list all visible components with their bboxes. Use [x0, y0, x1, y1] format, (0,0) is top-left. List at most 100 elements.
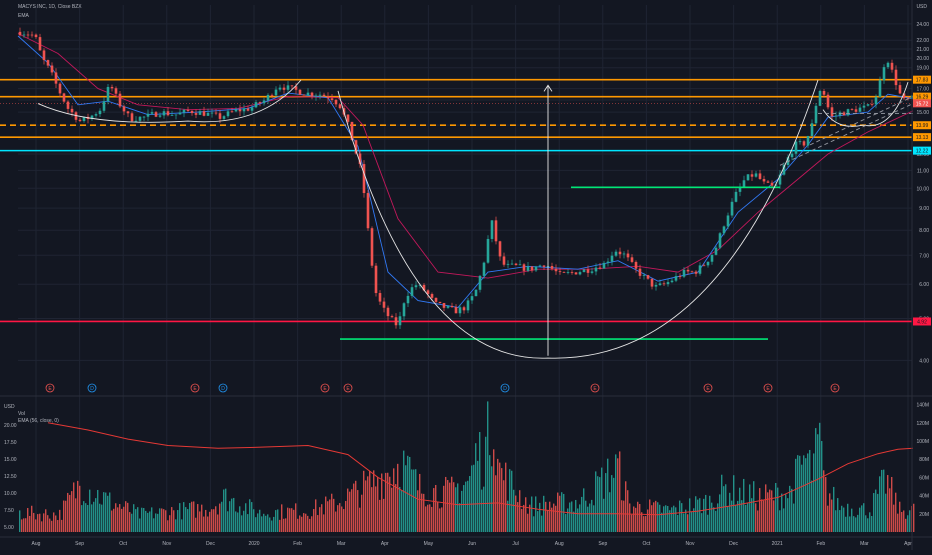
volume-bar — [427, 504, 429, 532]
volume-bar — [709, 495, 711, 532]
volume-bar — [305, 513, 307, 532]
volume-bar — [513, 489, 515, 532]
volume-bar — [473, 464, 475, 532]
volume-bar — [373, 470, 375, 532]
volume-bar — [363, 470, 365, 532]
volume-left-unit: USD — [4, 404, 15, 410]
volume-bar — [519, 490, 521, 532]
volume-bar — [715, 510, 717, 532]
volume-bar — [311, 516, 313, 532]
volume-bar — [251, 502, 253, 532]
volume-bar — [137, 507, 139, 532]
volume-bar — [421, 493, 423, 532]
candle-body — [742, 180, 746, 187]
volume-bar — [825, 477, 827, 532]
volume-bar — [55, 515, 57, 532]
x-tick-label: Nov — [686, 541, 695, 547]
earnings-marker — [830, 383, 840, 393]
volume-bar — [699, 498, 701, 532]
candle-body — [258, 102, 262, 104]
earnings-marker — [45, 383, 55, 393]
candle-body — [326, 96, 330, 99]
candle-body — [694, 271, 698, 274]
volume-bar — [93, 501, 95, 532]
candle-body — [490, 220, 494, 239]
volume-bar — [169, 515, 171, 532]
candle-body — [366, 193, 370, 229]
volume-bar — [181, 519, 183, 532]
volume-left-tick: 10.00 — [4, 491, 17, 497]
volume-bar — [841, 505, 843, 532]
volume-bar — [397, 463, 399, 532]
candle-body — [158, 115, 162, 117]
volume-bar — [801, 464, 803, 532]
volume-bar — [807, 453, 809, 532]
event-marker-label: E — [323, 386, 327, 392]
candle-body — [154, 112, 158, 117]
volume-bar — [523, 504, 525, 532]
candle-body — [46, 60, 50, 66]
cup-pattern-handle — [822, 81, 909, 127]
volume-bar — [83, 501, 85, 532]
volume-bar — [723, 486, 725, 532]
volume-bar — [787, 498, 789, 532]
volume-bar — [685, 509, 687, 532]
volume-right-tick: 80M — [919, 457, 929, 463]
volume-bar — [391, 487, 393, 532]
volume-bar — [405, 465, 407, 532]
volume-bar — [847, 503, 849, 532]
volume-bar — [307, 515, 309, 532]
volume-bar — [803, 455, 805, 532]
volume-bar — [457, 483, 459, 532]
volume-bar — [501, 468, 503, 532]
candle-body — [794, 141, 798, 154]
volume-bar — [717, 503, 719, 532]
volume-bar — [175, 519, 177, 532]
volume-bar — [549, 501, 551, 532]
dividend-marker — [87, 383, 97, 393]
candle-body — [790, 153, 794, 158]
volume-bar — [467, 480, 469, 532]
volume-bar — [595, 471, 597, 532]
candle-body — [626, 253, 630, 258]
x-tick-label: May — [424, 541, 434, 547]
y-tick-label: 11.00 — [917, 168, 929, 174]
candle-body — [50, 65, 54, 73]
event-marker-label: E — [833, 386, 837, 392]
volume-bar — [19, 510, 21, 532]
volume-bar — [481, 489, 483, 532]
volume-ema-line — [47, 422, 914, 516]
candle-body — [414, 285, 418, 288]
volume-bar — [297, 518, 299, 532]
volume-bar — [41, 521, 43, 532]
volume-bar — [47, 515, 49, 532]
volume-bar — [865, 515, 867, 532]
candle-body — [234, 109, 238, 112]
volume-bar — [275, 510, 277, 532]
volume-bar — [117, 507, 119, 532]
candle-body — [702, 265, 706, 267]
drawings — [37, 79, 914, 359]
volume-bar — [749, 484, 751, 532]
volume-bar — [227, 511, 229, 532]
level-price-tag-label: 16.29 — [916, 95, 929, 101]
volume-bar — [191, 501, 193, 532]
volume-bar — [445, 476, 447, 532]
volume-bar — [207, 516, 209, 532]
y-tick-label: 9.00 — [919, 206, 929, 212]
volume-bar — [729, 492, 731, 532]
volume-bar — [843, 507, 845, 532]
volume-bar — [173, 510, 175, 532]
volume-bar — [81, 505, 83, 532]
candle-body — [882, 67, 886, 81]
volume-bar — [247, 514, 249, 532]
candle-body — [54, 72, 58, 84]
volume-bar — [273, 516, 275, 532]
volume-bar — [433, 488, 435, 532]
candle-body — [18, 31, 22, 36]
volume-bar — [705, 494, 707, 532]
volume-bar — [535, 496, 537, 532]
volume-bar — [853, 516, 855, 532]
volume-ema — [47, 422, 914, 516]
